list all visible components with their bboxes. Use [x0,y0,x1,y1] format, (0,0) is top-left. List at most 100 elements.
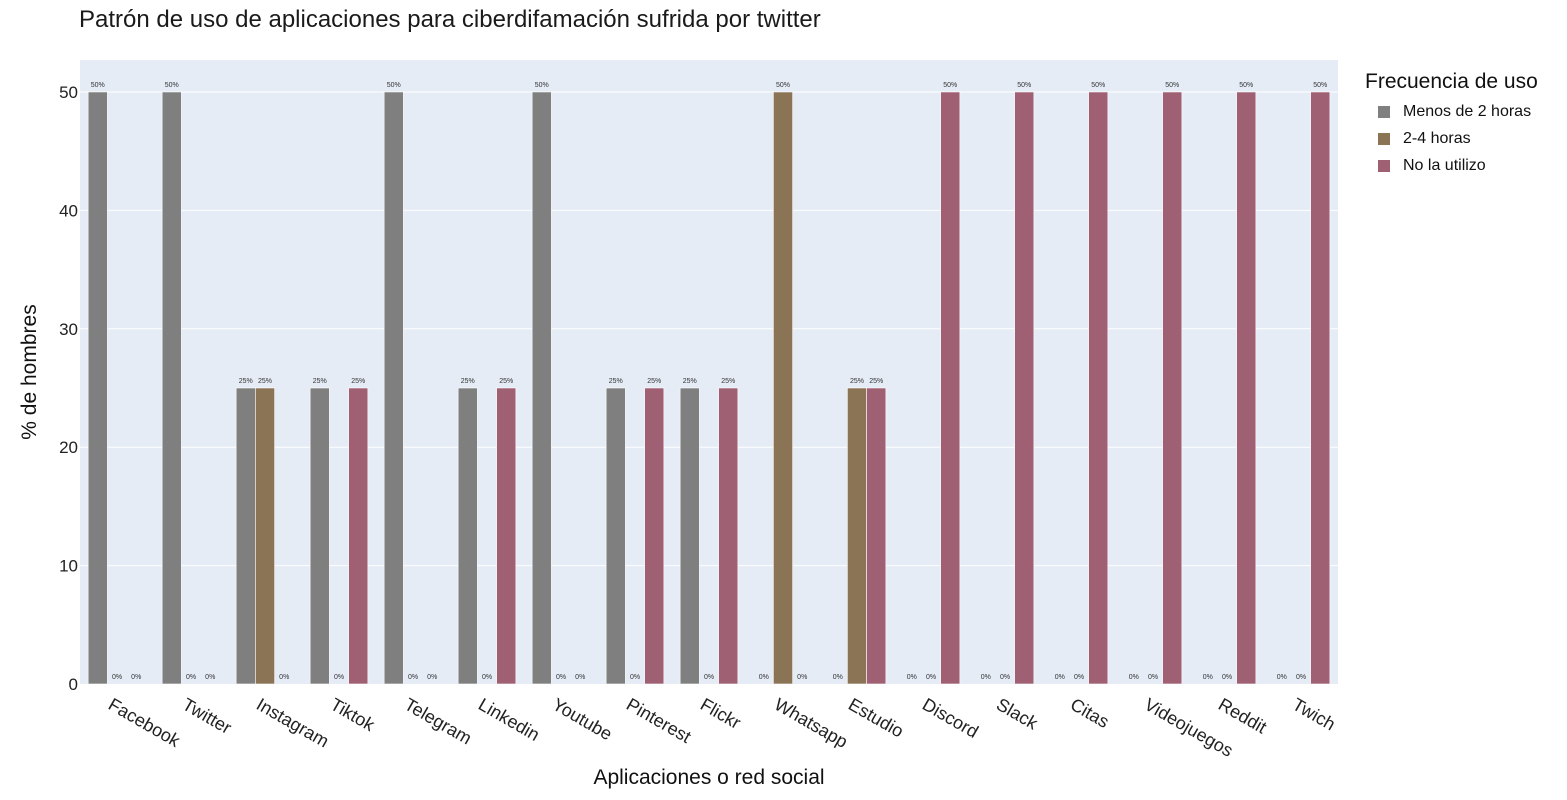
y-tick-label: 50 [59,83,78,102]
data-label: 50% [776,82,790,89]
x-tick-label: Instagram [253,694,332,751]
data-label: 0% [1203,674,1213,681]
data-label: 0% [797,674,807,681]
x-axis-title: Aplicaciones o red social [593,766,825,789]
x-tick-label: Estudio [845,694,907,741]
bar-tiktok-no-la-utilizo [348,387,369,685]
bar-whatsapp-2-4-horas [773,91,793,685]
data-label: 25% [351,378,365,385]
bar-linkedin-menos-de-2-horas [457,387,478,685]
legend-label: 2-4 horas [1403,129,1471,147]
data-label: 0% [1277,674,1287,681]
data-label: 0% [482,674,492,681]
y-tick-label: 30 [59,320,78,339]
data-label: 50% [535,82,549,89]
data-label: 50% [387,82,401,89]
data-label: 0% [833,674,843,681]
bar-slack-no-la-utilizo [1014,91,1035,685]
data-label: 0% [759,674,769,681]
x-tick-label: Facebook [105,694,184,751]
data-label: 0% [926,674,936,681]
bar-instagram-menos-de-2-horas [235,387,256,685]
legend-title: Frecuencia de uso [1365,70,1538,93]
bar-pinterest-menos-de-2-horas [605,387,626,685]
data-label: 0% [186,674,196,681]
data-label: 0% [575,674,585,681]
data-label: 25% [609,378,623,385]
bar-chart: 0 10 20 30 40 50 50% 0% 0% Facebook 50% 0% 0% Twitter… [59,60,1339,761]
data-label: 25% [683,378,697,385]
data-label: 50% [1017,82,1031,89]
data-label: 0% [334,674,344,681]
data-label: 25% [499,378,513,385]
bar-telegram-menos-de-2-horas [383,91,404,685]
data-label: 0% [1148,674,1158,681]
data-label: 0% [408,674,418,681]
data-label: 25% [647,378,661,385]
data-label: 50% [165,82,179,89]
y-tick-label: 10 [59,557,78,576]
bar-flickr-no-la-utilizo [718,387,739,685]
legend-item-no-la-utilizo[interactable]: No la utilizo [1365,152,1538,179]
bar-estudio-2-4-horas [847,387,867,685]
legend-swatch [1378,159,1390,172]
data-label: 0% [556,674,566,681]
bar-reddit-no-la-utilizo [1236,91,1257,685]
data-label: 50% [1091,82,1105,89]
data-label: 25% [721,378,735,385]
data-label: 0% [907,674,917,681]
bar-flickr-menos-de-2-horas [679,387,700,685]
data-label: 25% [869,378,883,385]
bar-twitter-menos-de-2-horas [161,91,182,685]
data-label: 25% [461,378,475,385]
x-tick-label: Citas [1067,694,1113,732]
bar-discord-no-la-utilizo [940,91,961,685]
data-label: 0% [1074,674,1084,681]
y-tick-label: 0 [69,675,78,694]
data-label: 25% [258,378,272,385]
data-label: 50% [943,82,957,89]
data-label: 0% [205,674,215,681]
data-label: 0% [1055,674,1065,681]
data-label: 0% [1222,674,1232,681]
legend-swatch [1378,105,1390,118]
x-tick-label: Slack [993,694,1042,734]
legend-item-menos-de-2-horas[interactable]: Menos de 2 horas [1365,98,1538,125]
bar-citas-no-la-utilizo [1088,91,1109,685]
data-label: 0% [279,674,289,681]
plot-area [80,60,1338,684]
data-label: 50% [1313,82,1327,89]
data-label: 25% [313,378,327,385]
data-label: 0% [1000,674,1010,681]
legend-label: Menos de 2 horas [1403,102,1532,120]
data-label: 0% [981,674,991,681]
legend: Frecuencia de uso Menos de 2 horas 2-4 h… [1365,70,1538,179]
data-label: 0% [1296,674,1306,681]
x-tick-label: Reddit [1215,694,1270,737]
x-tick-label: Telegram [401,694,475,748]
data-label: 50% [1165,82,1179,89]
x-tick-label: Discord [919,694,982,742]
x-tick-label: Whatsapp [771,694,851,752]
x-tick-label: Twitter [179,694,235,738]
data-label: 0% [1129,674,1139,681]
legend-item-2-4-horas[interactable]: 2-4 horas [1365,125,1538,152]
bar-twich-no-la-utilizo [1310,91,1331,685]
bar-linkedin-no-la-utilizo [496,387,517,685]
bar-youtube-menos-de-2-horas [531,91,552,685]
bar-instagram-2-4-horas [255,387,275,685]
y-tick-label: 20 [59,438,78,457]
bar-estudio-no-la-utilizo [866,387,887,685]
data-label: 0% [112,674,122,681]
x-tick-label: Tiktok [327,694,379,735]
bar-facebook-menos-de-2-horas [87,91,108,685]
legend-swatch [1378,132,1390,145]
data-label: 50% [91,82,105,89]
x-tick-label: Youtube [549,694,616,744]
data-label: 0% [704,674,714,681]
data-label: 25% [850,378,864,385]
data-label: 0% [427,674,437,681]
x-tick-label: Twich [1289,694,1339,734]
x-tick-label: Pinterest [623,694,695,747]
bar-pinterest-no-la-utilizo [644,387,665,685]
